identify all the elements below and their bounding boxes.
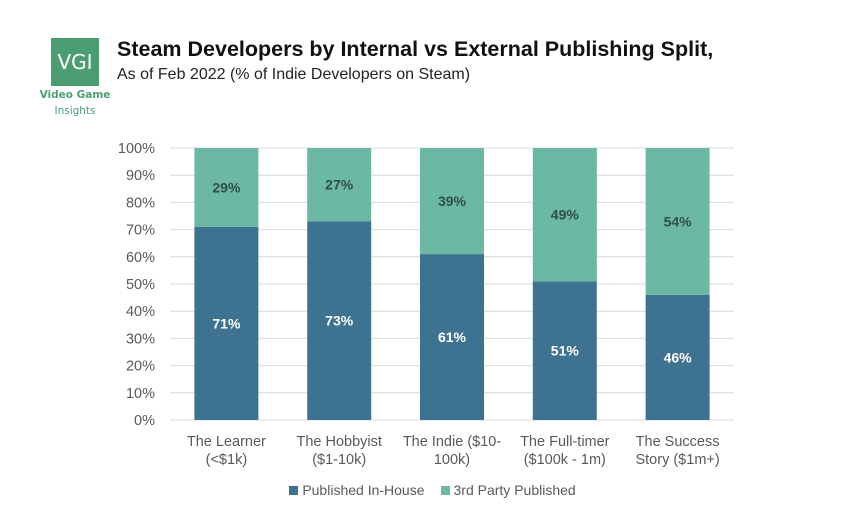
- x-tick-label: (<$1k): [206, 452, 248, 468]
- legend-item-third-party: 3rd Party Published: [440, 482, 576, 498]
- x-tick-label: ($1-10k): [312, 452, 366, 468]
- y-tick-label: 20%: [126, 359, 155, 375]
- x-tick-label: The Indie ($10-: [403, 434, 502, 450]
- y-axis: 0% 10% 20% 30% 40% 50% 60% 70% 80% 90% 100%: [118, 141, 155, 429]
- legend-swatch-in-house: [289, 485, 299, 495]
- legend-item-in-house: Published In-House: [289, 482, 425, 498]
- y-tick-label: 40%: [126, 304, 155, 320]
- legend-label-in-house: Published In-House: [302, 482, 425, 498]
- y-tick-label: 30%: [126, 331, 155, 347]
- logo-text-line2: Insights: [54, 105, 96, 117]
- bar-third-party: [532, 148, 597, 282]
- bar-third-party: [194, 148, 259, 227]
- bar-in-house: [194, 226, 259, 420]
- bar-in-house: [645, 294, 710, 420]
- bar-in-house: [307, 221, 372, 420]
- bar-third-party: [307, 148, 372, 222]
- bar-third-party: [420, 148, 484, 255]
- data-label: 46%: [664, 349, 693, 365]
- x-tick-label: ($100k - 1m): [524, 452, 606, 468]
- y-tick-label: 0%: [134, 413, 155, 429]
- x-tick-label: The Learner: [187, 434, 266, 450]
- logo-mark: VGI: [57, 50, 93, 74]
- vgi-logo: VGI: [51, 38, 99, 86]
- y-tick-label: 50%: [126, 277, 155, 293]
- y-tick-label: 70%: [126, 223, 155, 239]
- logo-text-line1: Video Game: [39, 89, 111, 101]
- legend-label-third-party: 3rd Party Published: [453, 482, 576, 498]
- chart-subtitle: As of Feb 2022 (% of Indie Developers on…: [117, 66, 471, 83]
- data-label: 54%: [664, 213, 693, 229]
- bar-third-party: [645, 148, 710, 295]
- x-tick-label: The Full-timer: [520, 434, 610, 450]
- legend-swatch-third-party: [440, 485, 450, 495]
- data-label: 73%: [325, 313, 354, 329]
- data-label: 49%: [551, 207, 580, 223]
- data-label: 27%: [325, 177, 354, 193]
- y-tick-label: 90%: [126, 168, 155, 184]
- data-label: 29%: [212, 179, 241, 195]
- bar-in-house: [420, 254, 484, 420]
- bar-in-house: [532, 281, 597, 420]
- y-tick-label: 80%: [126, 195, 155, 211]
- x-tick-label: The Success: [636, 434, 720, 450]
- y-tick-label: 10%: [126, 386, 155, 402]
- data-label: 71%: [212, 315, 241, 331]
- data-label: 61%: [438, 329, 467, 345]
- x-axis: The Learner (<$1k) The Hobbyist ($1-10k) The…: [187, 434, 720, 468]
- bars: 71% 29% 73% 27% 61% 39% 51% 49% 46% 54%: [194, 148, 710, 420]
- y-tick-label: 60%: [126, 250, 155, 266]
- data-label: 51%: [551, 343, 580, 359]
- legend: Published In-House 3rd Party Published: [0, 482, 861, 498]
- data-label: 39%: [438, 193, 467, 209]
- x-tick-label: 100k): [434, 452, 470, 468]
- y-tick-label: 100%: [118, 141, 155, 157]
- x-tick-label: The Hobbyist: [296, 434, 381, 450]
- x-tick-label: Story ($1m+): [635, 452, 719, 468]
- chart-title: Steam Developers by Internal vs External…: [117, 37, 714, 61]
